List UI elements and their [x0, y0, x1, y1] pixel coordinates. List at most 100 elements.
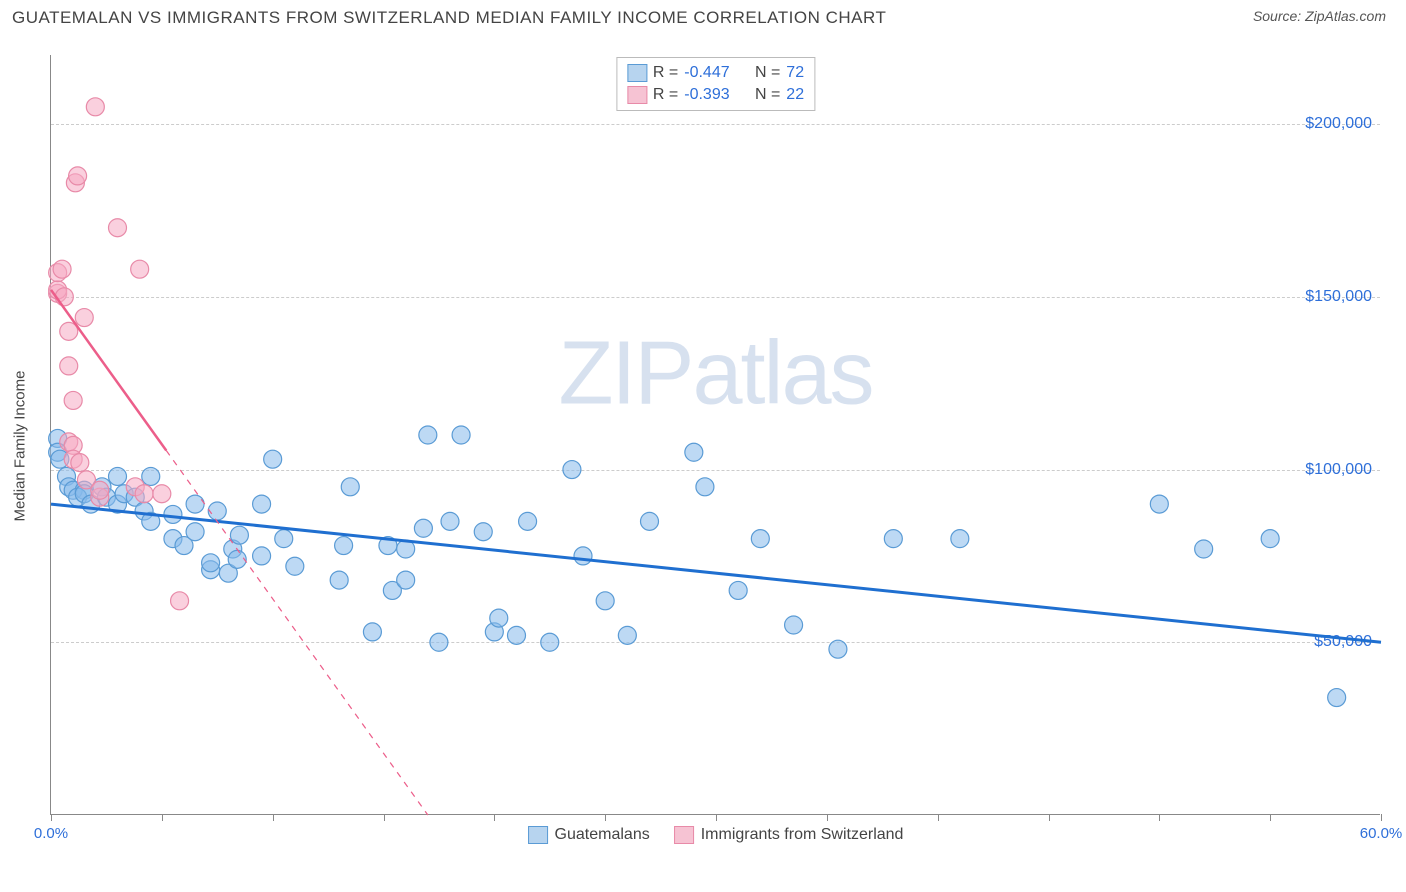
data-point: [341, 478, 359, 496]
data-point: [335, 537, 353, 555]
x-tick: [273, 814, 274, 821]
data-point: [1328, 689, 1346, 707]
data-point: [135, 485, 153, 503]
data-point: [228, 550, 246, 568]
data-point: [186, 523, 204, 541]
legend-item: Guatemalans: [528, 826, 650, 844]
data-point: [55, 288, 73, 306]
chart-title: GUATEMALAN VS IMMIGRANTS FROM SWITZERLAN…: [12, 8, 886, 28]
trend-line: [51, 504, 1381, 642]
data-point: [452, 426, 470, 444]
x-tick: [384, 814, 385, 821]
legend-series-name: Immigrants from Switzerland: [701, 826, 904, 844]
data-point: [1195, 540, 1213, 558]
data-point: [751, 530, 769, 548]
data-point: [430, 633, 448, 651]
data-point: [253, 495, 271, 513]
x-tick: [716, 814, 717, 821]
data-point: [330, 571, 348, 589]
legend-stat-row: R = -0.447 N = 72: [627, 62, 804, 84]
data-point: [1261, 530, 1279, 548]
trend-line-extrapolated: [166, 451, 428, 815]
data-point: [142, 467, 160, 485]
data-point: [109, 467, 127, 485]
data-point: [253, 547, 271, 565]
x-tick: [605, 814, 606, 821]
data-point: [641, 512, 659, 530]
data-point: [884, 530, 902, 548]
data-point: [685, 443, 703, 461]
r-label: R =: [653, 84, 678, 106]
data-point: [618, 626, 636, 644]
scatter-plot: ZIPatlas $50,000$100,000$150,000$200,000…: [50, 55, 1380, 815]
n-label: N =: [755, 62, 780, 84]
x-tick: [1270, 814, 1271, 821]
x-tick: [1049, 814, 1050, 821]
legend-item: Immigrants from Switzerland: [674, 826, 904, 844]
data-point: [397, 571, 415, 589]
data-point: [69, 167, 87, 185]
data-point: [171, 592, 189, 610]
data-point: [508, 626, 526, 644]
legend-series-name: Guatemalans: [555, 826, 650, 844]
plot-svg: [51, 55, 1380, 814]
r-value: -0.393: [684, 84, 729, 106]
data-point: [596, 592, 614, 610]
n-label: N =: [755, 84, 780, 106]
x-tick: [1381, 814, 1382, 821]
data-point: [474, 523, 492, 541]
legend-stat-row: R = -0.393 N = 22: [627, 84, 804, 106]
data-point: [286, 557, 304, 575]
data-point: [91, 481, 109, 499]
x-tick: [938, 814, 939, 821]
x-tick-label: 0.0%: [34, 825, 68, 842]
data-point: [441, 512, 459, 530]
data-point: [785, 616, 803, 634]
data-point: [951, 530, 969, 548]
data-point: [729, 581, 747, 599]
data-point: [419, 426, 437, 444]
data-point: [86, 98, 104, 116]
data-point: [541, 633, 559, 651]
x-tick-label: 60.0%: [1360, 825, 1403, 842]
legend-swatch: [674, 826, 694, 844]
legend-swatch: [528, 826, 548, 844]
n-value: 22: [786, 84, 804, 106]
correlation-legend: R = -0.447 N = 72R = -0.393 N = 22: [616, 57, 815, 111]
data-point: [230, 526, 248, 544]
data-point: [414, 519, 432, 537]
n-value: 72: [786, 62, 804, 84]
data-point: [208, 502, 226, 520]
legend-swatch: [627, 86, 647, 104]
data-point: [164, 505, 182, 523]
y-axis-label: Median Family Income: [12, 371, 29, 522]
series-legend: Guatemalans Immigrants from Switzerland: [528, 826, 904, 844]
data-point: [64, 391, 82, 409]
x-tick: [1159, 814, 1160, 821]
data-point: [186, 495, 204, 513]
x-tick: [162, 814, 163, 821]
data-point: [109, 219, 127, 237]
data-point: [363, 623, 381, 641]
x-tick: [827, 814, 828, 821]
data-point: [275, 530, 293, 548]
data-point: [563, 461, 581, 479]
legend-swatch: [627, 64, 647, 82]
source-attribution: Source: ZipAtlas.com: [1253, 8, 1386, 24]
x-tick: [51, 814, 52, 821]
data-point: [574, 547, 592, 565]
data-point: [131, 260, 149, 278]
r-label: R =: [653, 62, 678, 84]
data-point: [60, 357, 78, 375]
x-tick: [494, 814, 495, 821]
data-point: [202, 554, 220, 572]
data-point: [490, 609, 508, 627]
data-point: [75, 309, 93, 327]
data-point: [829, 640, 847, 658]
data-point: [153, 485, 171, 503]
data-point: [71, 454, 89, 472]
r-value: -0.447: [684, 62, 729, 84]
data-point: [1150, 495, 1168, 513]
data-point: [519, 512, 537, 530]
data-point: [696, 478, 714, 496]
